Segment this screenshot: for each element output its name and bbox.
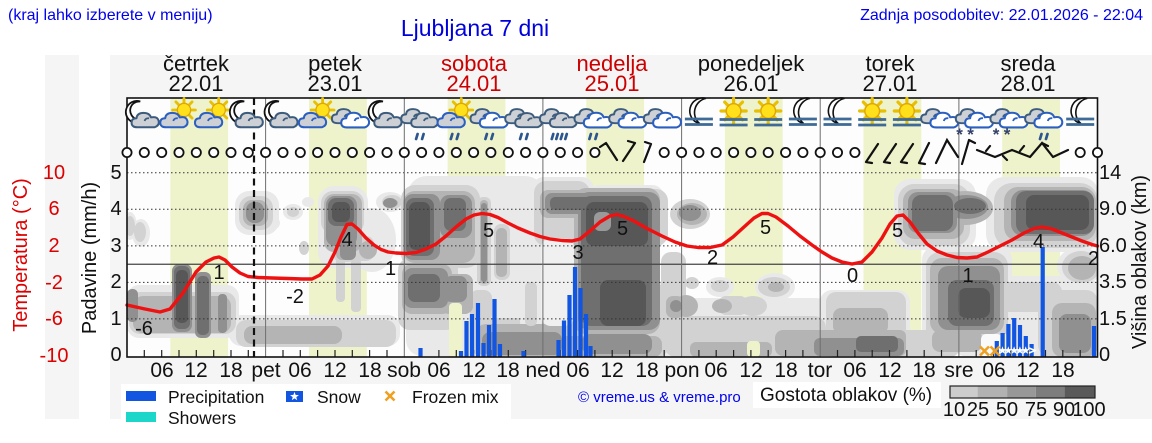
svg-text:-6: -6 bbox=[135, 318, 153, 340]
svg-text:Padavine (mm/h): Padavine (mm/h) bbox=[79, 182, 101, 334]
svg-text:4: 4 bbox=[341, 229, 352, 251]
svg-text:2: 2 bbox=[707, 247, 718, 269]
svg-text:5: 5 bbox=[760, 217, 771, 239]
svg-text:-2: -2 bbox=[286, 286, 304, 308]
svg-text:Temperatura (°C): Temperatura (°C) bbox=[10, 178, 32, 332]
svg-text:0: 0 bbox=[847, 265, 858, 287]
svg-text:1: 1 bbox=[213, 262, 224, 284]
svg-text:2: 2 bbox=[1088, 248, 1099, 270]
svg-text:5: 5 bbox=[483, 220, 494, 242]
svg-text:Višina oblakov (km): Višina oblakov (km) bbox=[1129, 175, 1151, 349]
svg-text:4: 4 bbox=[1033, 231, 1044, 253]
svg-text:1: 1 bbox=[385, 258, 396, 280]
svg-text:5: 5 bbox=[617, 218, 628, 240]
svg-text:1: 1 bbox=[962, 265, 973, 287]
svg-text:5: 5 bbox=[892, 220, 903, 242]
svg-text:3: 3 bbox=[572, 242, 583, 264]
